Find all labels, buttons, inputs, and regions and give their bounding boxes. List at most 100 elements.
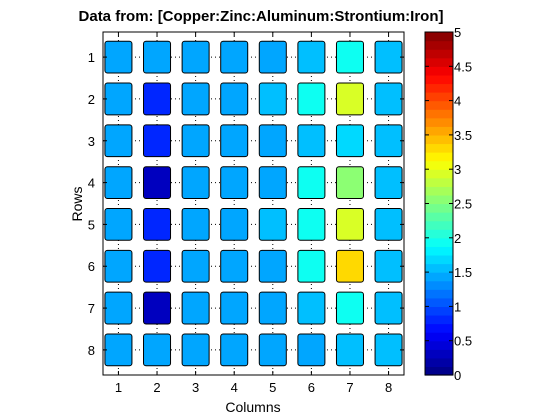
- heatmap-cell: [258, 291, 287, 325]
- colorbar-swatch: [425, 177, 453, 187]
- heatmap-cell: [297, 291, 326, 325]
- colorbar-swatch: [425, 143, 453, 153]
- heatmap-cell: [220, 166, 249, 199]
- colorbar-swatch: [425, 306, 453, 316]
- heatmap-cell: [258, 124, 287, 158]
- colorbar-swatch: [425, 117, 453, 127]
- heatmap-cell: [143, 166, 172, 199]
- y-tick-label: 2: [88, 92, 95, 107]
- colorbar-tick-label: 1: [454, 299, 461, 314]
- heatmap-cell: [220, 291, 249, 325]
- heatmap-cell: [181, 249, 210, 283]
- heatmap-cell: [181, 82, 210, 116]
- heatmap-cell: [220, 333, 249, 367]
- colorbar-swatch: [425, 366, 453, 376]
- x-tick-label: 2: [153, 380, 160, 395]
- x-tick-label: 1: [115, 380, 122, 395]
- x-tick-label: 8: [385, 380, 392, 395]
- colorbar-swatch: [425, 57, 453, 67]
- heatmap-cell: [104, 82, 133, 116]
- colorbar-swatch: [425, 289, 453, 299]
- colorbar-tick-label: 2: [454, 231, 461, 246]
- heatmap-cell: [374, 208, 403, 241]
- heatmap-cell: [258, 166, 287, 199]
- colorbar-swatch: [425, 203, 453, 213]
- heatmap-cell: [374, 82, 403, 116]
- heatmap-cell: [143, 208, 172, 241]
- heatmap-cell: [297, 333, 326, 367]
- colorbar-swatch: [425, 237, 453, 247]
- colorbar-ticks: 0 0.5 1 1.5 2 2.5 3 3.5 4 4.5 5: [425, 25, 472, 383]
- heatmap-cell: [104, 208, 133, 241]
- heatmap-cell: [143, 40, 172, 74]
- heatmap-cell: [181, 166, 210, 199]
- colorbar-swatch: [425, 314, 453, 325]
- heatmap-cell: [181, 40, 210, 74]
- colorbar-tick-label: 3.5: [454, 128, 472, 143]
- y-tick-label: 8: [88, 343, 95, 358]
- colorbar-swatch: [425, 186, 453, 196]
- colorbar-swatch: [425, 332, 453, 342]
- colorbar-tick-label: 3: [454, 162, 461, 177]
- heatmap-cell: [143, 291, 172, 325]
- colorbar-swatch: [425, 100, 453, 110]
- heatmap-cell: [374, 291, 403, 325]
- heatmap-cell: [181, 291, 210, 325]
- x-tick-label: 5: [269, 380, 276, 395]
- x-tick-label: 4: [231, 380, 238, 395]
- heatmap-cell: [374, 166, 403, 199]
- heatmap-cell: [335, 291, 364, 325]
- colorbar-swatch: [425, 323, 453, 333]
- colorbar-swatch: [425, 40, 453, 50]
- heatmap-cell: [258, 249, 287, 283]
- x-axis-label: Columns: [225, 399, 280, 415]
- colorbar-swatch: [425, 134, 453, 145]
- heatmap-cell: [143, 124, 172, 158]
- y-tick-label: 5: [88, 217, 95, 232]
- heatmap-cell: [335, 82, 364, 116]
- heatmap-cell: [374, 333, 403, 367]
- x-axis-ticks: 1 2 3 4 5 6 7 8: [115, 32, 392, 395]
- y-tick-label: 1: [88, 50, 95, 65]
- heatmap-cell: [374, 249, 403, 283]
- colorbar-swatch: [425, 169, 453, 179]
- colorbar-swatch: [425, 212, 453, 222]
- heatmap-cell: [335, 40, 364, 74]
- y-tick-label: 3: [88, 134, 95, 149]
- colorbar-swatch: [425, 272, 453, 282]
- colorbar-swatch: [425, 152, 453, 162]
- colorbar-swatch: [425, 83, 453, 93]
- colorbar-tick-label: 4.5: [454, 59, 472, 74]
- colorbar-swatch: [425, 340, 453, 350]
- colorbar-tick-label: 0: [454, 368, 461, 383]
- y-axis-ticks: 1 2 3 4 5 6 7 8: [88, 50, 404, 358]
- heatmap-cell: [104, 333, 133, 367]
- y-axis-label: Rows: [69, 186, 85, 221]
- colorbar-swatch: [425, 92, 453, 102]
- heatmap-cell: [335, 124, 364, 158]
- heatmap-cell: [374, 124, 403, 158]
- heatmap-cell: [220, 208, 249, 241]
- heatmap-cell: [335, 333, 364, 367]
- colorbar-swatch: [425, 74, 453, 85]
- heatmap-cell: [181, 333, 210, 367]
- x-tick-label: 6: [308, 380, 315, 395]
- colorbar-swatch: [425, 220, 453, 230]
- heatmap-cell: [297, 208, 326, 241]
- colorbar-swatch: [425, 246, 453, 256]
- heatmap-cell: [220, 124, 249, 158]
- colorbar-tick-label: 2.5: [454, 197, 472, 212]
- colorbar-swatch: [425, 126, 453, 136]
- colorbar-swatch: [425, 349, 453, 359]
- heatmap-cell: [258, 208, 287, 241]
- heatmap-cell: [104, 249, 133, 283]
- heatmap-cell: [297, 249, 326, 283]
- y-tick-label: 7: [88, 301, 95, 316]
- colorbar-swatch: [425, 160, 453, 170]
- heatmap-cell: [143, 333, 172, 367]
- colorbar-swatch: [425, 263, 453, 273]
- heatmap-cell: [220, 40, 249, 74]
- colorbar-swatch: [425, 357, 453, 368]
- heatmap-cell: [335, 208, 364, 241]
- colorbar-swatch: [425, 297, 453, 307]
